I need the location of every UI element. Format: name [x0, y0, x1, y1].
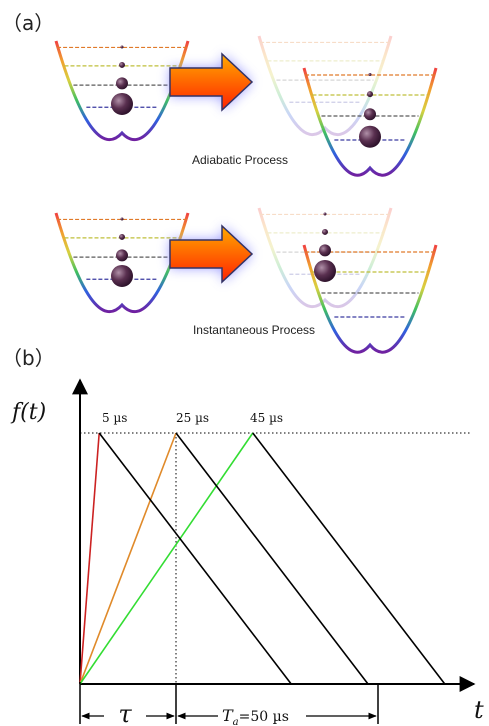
- peak-label-25us: 25 µs: [176, 411, 209, 425]
- series-line-3: [98, 432, 292, 685]
- caption-adiabatic: Adiabatic Process: [192, 153, 288, 167]
- well-a-initial-ball-2: [116, 77, 128, 90]
- arrow-adiabatic-body: [169, 52, 254, 112]
- well-b-ball-3: [314, 259, 336, 282]
- well-a-final-ball-1: [367, 91, 373, 98]
- arrow-adiabatic: [169, 52, 254, 112]
- chart-marks: [79, 432, 446, 685]
- well-a-initial-ball-3: [111, 92, 133, 115]
- well-b-final-curve: [302, 244, 438, 354]
- well-b-initial-curve: [54, 212, 190, 314]
- series-line-2: [79, 432, 254, 685]
- caption-instantaneous: Instantaneous Process: [193, 323, 315, 337]
- panel-a: [54, 35, 438, 354]
- well-a-final-ball-3: [359, 125, 381, 148]
- series-line-4: [175, 432, 369, 685]
- well-b-initial-ball-0: [120, 217, 124, 221]
- ta-label: Ta=50 µs: [222, 706, 289, 726]
- well-a-final-ball-0: [368, 73, 372, 77]
- well-b-initial-ball-1: [119, 233, 125, 240]
- well-b-ghost-curve: [257, 207, 393, 309]
- panel-a-label: （a）: [2, 11, 54, 35]
- well-b-ball-2: [319, 244, 331, 257]
- x-axis-label: t: [474, 696, 484, 724]
- peak-label-45us: 45 µs: [250, 411, 283, 425]
- well-a-initial-ball-0: [120, 45, 124, 49]
- panel-b-label: （b）: [2, 346, 55, 370]
- well-a-initial: [54, 40, 190, 142]
- well-b-ghost: [257, 207, 393, 309]
- well-a-final-curve: [302, 67, 438, 177]
- y-axis-label: f(t): [10, 400, 46, 425]
- arrow-instantaneous: [169, 224, 254, 284]
- peak-label-5us: 5 µs: [102, 411, 127, 425]
- well-b-ball-0: [323, 212, 327, 216]
- tau-label: τ: [118, 700, 132, 726]
- well-a-initial-ball-1: [119, 61, 125, 68]
- series-line-5: [252, 432, 446, 685]
- series-line-0: [79, 432, 100, 685]
- well-b-old-balls: [314, 212, 336, 282]
- arrow-instantaneous-body: [169, 224, 254, 284]
- well-a-ghost: [257, 35, 393, 137]
- well-a-final: [302, 67, 438, 177]
- well-a-final-ball-2: [364, 108, 376, 121]
- well-b-ball-1: [322, 228, 328, 235]
- well-b-initial-ball-2: [116, 249, 128, 262]
- series-line-1: [79, 432, 177, 685]
- well-b-initial: [54, 212, 190, 314]
- well-b-initial-ball-3: [111, 264, 133, 287]
- well-a-initial-curve: [54, 40, 190, 142]
- well-a-ghost-curve: [257, 35, 393, 137]
